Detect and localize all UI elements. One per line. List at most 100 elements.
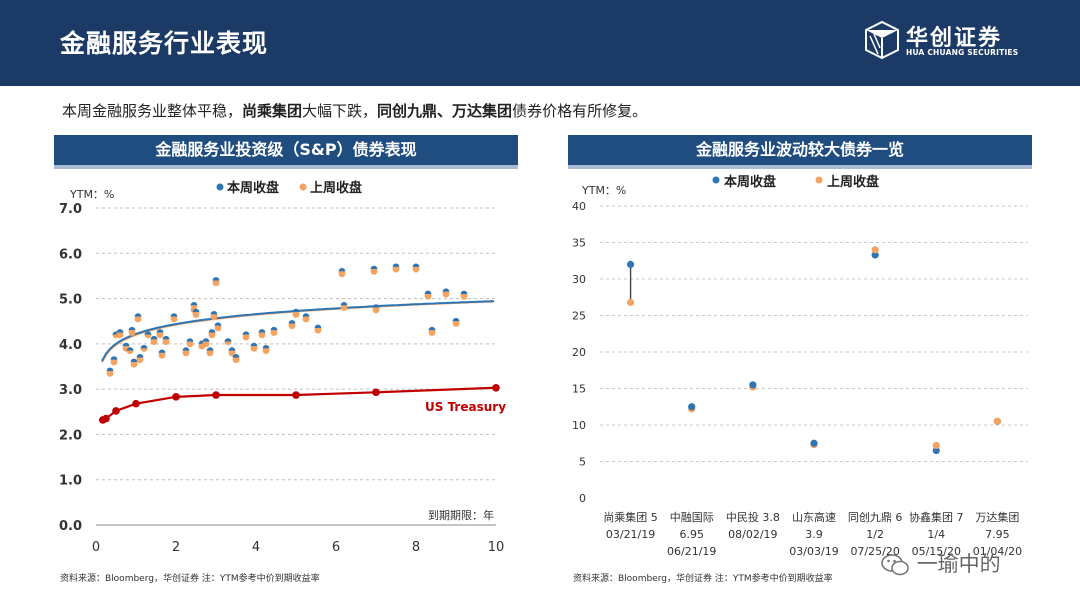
legend-label-last-week: 上周收盘 — [310, 180, 362, 196]
bond-point-this-week — [412, 263, 420, 271]
header-bar: 金融服务行业表现 华创证券 HUA CHUANG SECURITIES — [0, 0, 1080, 86]
logo-cube-icon — [865, 20, 899, 60]
x-tick-label: 8 — [412, 540, 420, 555]
right-chart-title-bar: 金融服务业波动较大债券一览 — [568, 135, 1032, 169]
treasury-point — [102, 414, 110, 423]
y-tick-label: 6.0 — [59, 247, 82, 262]
treasury-point — [172, 393, 180, 401]
legend-label-this-week: 本周收盘 — [227, 180, 279, 196]
bond-point-this-week — [110, 356, 118, 364]
y-tick-label: 4.0 — [59, 338, 82, 353]
bond-point-this-week — [232, 354, 240, 361]
category-label: 中融国际 — [670, 511, 714, 524]
x-tick-label: 10 — [488, 540, 505, 555]
treasury-point — [112, 407, 120, 415]
treasury-label: US Treasury — [425, 400, 506, 414]
bond-point-this-week — [302, 313, 310, 321]
bond-point-this-week — [126, 347, 134, 355]
y-axis-title: YTM：% — [581, 184, 626, 197]
bond-point-this-week — [258, 329, 266, 336]
bond-point-this-week — [242, 331, 250, 339]
treasury-point — [372, 388, 380, 397]
bond-point-last-week — [932, 441, 940, 450]
bond-point-this-week — [186, 338, 194, 345]
bond-point-this-week — [116, 329, 124, 336]
bond-point-this-week — [128, 326, 136, 334]
bond-point-this-week — [688, 403, 696, 411]
bond-point-this-week — [170, 313, 178, 321]
wechat-watermark: 一瑜中的 — [880, 548, 1001, 578]
bond-point-this-week — [134, 313, 142, 321]
category-label: 协鑫集团 7 — [909, 510, 964, 524]
bond-point-this-week — [428, 326, 436, 334]
bond-point-this-week — [424, 290, 432, 298]
category-label: 尚乘集团 5 — [603, 510, 658, 524]
category-label: 08/02/19 — [728, 528, 777, 541]
bond-point-this-week — [206, 347, 214, 355]
bond-point-this-week — [292, 308, 300, 316]
treasury-point — [132, 399, 140, 408]
bond-point-this-week — [210, 311, 218, 318]
watermark-text: 一瑜中的 — [916, 552, 1001, 576]
category-label: 03/03/19 — [789, 545, 838, 558]
x-tick-label: 2 — [172, 540, 180, 555]
bond-point-this-week — [372, 304, 380, 312]
bond-point-this-week — [810, 439, 818, 447]
right-chart-title: 金融服务业波动较大债券一览 — [695, 140, 904, 159]
bond-point-this-week — [452, 317, 460, 325]
y-axis-title: YTM：% — [69, 188, 114, 201]
category-label: 1/4 — [927, 528, 945, 541]
legend-marker-last-week — [815, 176, 823, 184]
legend-marker-last-week — [299, 183, 307, 191]
y-tick-label: 7.0 — [59, 202, 82, 217]
bond-point-this-week — [338, 268, 346, 275]
category-label: 03/21/19 — [606, 528, 655, 541]
category-label: 6.95 — [679, 528, 704, 541]
treasury-point — [492, 383, 500, 392]
left-source-note: 资料来源：Bloomberg，华创证券 注：YTM参考中价到期收益率 — [60, 574, 320, 584]
category-label: 同创九鼎 6 — [848, 511, 903, 524]
bond-point-last-week — [871, 246, 879, 254]
category-label: 中民投 3.8 — [726, 510, 780, 524]
bond-point-this-week — [340, 301, 348, 309]
x-tick-label: 0 — [92, 540, 100, 555]
bond-point-this-week — [140, 344, 148, 352]
category-label: 山东高速 — [792, 510, 836, 524]
bond-point-this-week — [288, 320, 296, 327]
bond-point-this-week — [442, 288, 450, 296]
page-title: 金融服务行业表现 — [60, 29, 269, 58]
category-label: 07/25/20 — [850, 545, 899, 558]
x-axis-title: 到期期限：年 — [428, 508, 494, 522]
category-label: 7.95 — [985, 528, 1010, 541]
bond-point-last-week — [626, 298, 635, 306]
right-source-note: 资料来源：Bloomberg，华创证券 注：YTM参考中价到期收益率 — [573, 574, 833, 584]
y-tick-label: 25 — [572, 310, 586, 323]
y-tick-label: 3.0 — [59, 383, 82, 398]
y-tick-label: 2.0 — [59, 428, 82, 443]
legend-label-this-week: 本周收盘 — [724, 174, 776, 190]
bond-point-this-week — [192, 308, 200, 316]
bond-point-this-week — [162, 335, 170, 343]
y-tick-label: 30 — [572, 273, 586, 286]
y-tick-label: 1.0 — [59, 474, 82, 489]
bond-point-this-week — [250, 342, 258, 350]
bond-point-this-week — [224, 338, 232, 345]
bond-point-this-week — [130, 358, 138, 366]
category-label: 01/04/20 — [973, 545, 1022, 558]
category-label: 3.9 — [805, 528, 823, 541]
bond-point-this-week — [932, 446, 940, 455]
bond-point-this-week — [190, 301, 198, 309]
y-tick-label: 0.0 — [59, 519, 82, 534]
logo-english-text: HUA CHUANG SECURITIES — [906, 48, 1019, 57]
logo-chinese-text: 华创证券 — [906, 26, 1003, 51]
category-label: 1/2 — [866, 528, 884, 541]
summary-text: 本周金融服务业整体平稳，尚乘集团大幅下跌，同创九鼎、万达集团债券价格有所修复。 — [62, 102, 648, 120]
wechat-icon — [881, 554, 909, 576]
treasury-point — [292, 391, 300, 399]
category-label: 06/21/19 — [667, 545, 716, 558]
left-scatter-chart: 0.0 1.0 2.0 3.0 4.0 5.0 6.0 7.0 0 2 4 6 8 10 YTM：% 到期期限… — [59, 180, 506, 555]
bond-point-this-week — [749, 381, 757, 389]
legend-label-last-week: 上周收盘 — [827, 174, 879, 190]
bond-point-this-week — [871, 251, 879, 259]
